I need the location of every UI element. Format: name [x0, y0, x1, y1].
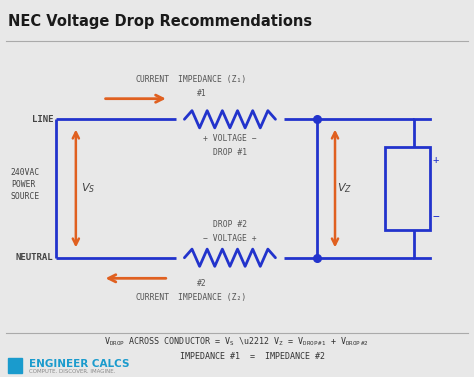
Text: $\mathregular{V_{DROP}}$ ACROSS CONDUCTOR = $\mathregular{V_S}$ \u2212 $\mathreg: $\mathregular{V_{DROP}}$ ACROSS CONDUCTO…	[104, 335, 370, 348]
Text: CURRENT: CURRENT	[136, 293, 170, 302]
Text: DROP #2: DROP #2	[213, 220, 247, 229]
Text: COMPUTE. DISCOVER. IMAGINE.: COMPUTE. DISCOVER. IMAGINE.	[29, 369, 115, 374]
Bar	[9, 359, 22, 372]
Text: V$_Z$: V$_Z$	[337, 182, 352, 195]
Text: #2: #2	[197, 279, 207, 288]
Text: 240VAC
POWER
SOURCE: 240VAC POWER SOURCE	[11, 169, 40, 201]
Bar	[385, 147, 430, 230]
Text: + VOLTAGE −: + VOLTAGE −	[203, 134, 257, 143]
Text: +: +	[433, 155, 439, 165]
Text: − VOLTAGE +: − VOLTAGE +	[203, 234, 257, 243]
Text: IMPEDANCE (Z₂): IMPEDANCE (Z₂)	[178, 293, 246, 302]
Text: DROP #1: DROP #1	[213, 148, 247, 157]
Text: V$_S$: V$_S$	[82, 182, 96, 195]
Text: LOAD: LOAD	[396, 184, 419, 193]
Text: IMPEDANCE (Z₁): IMPEDANCE (Z₁)	[178, 75, 246, 84]
Text: NEUTRAL: NEUTRAL	[16, 253, 53, 262]
Text: CURRENT: CURRENT	[136, 75, 170, 84]
Text: −: −	[433, 212, 439, 222]
Text: #1: #1	[197, 89, 207, 98]
Text: LINE: LINE	[32, 115, 53, 124]
Text: IMPEDANCE #1  =  IMPEDANCE #2: IMPEDANCE #1 = IMPEDANCE #2	[181, 352, 326, 362]
Text: NEC Voltage Drop Recommendations: NEC Voltage Drop Recommendations	[9, 14, 312, 29]
Text: ENGINEER CALCS: ENGINEER CALCS	[29, 359, 129, 369]
